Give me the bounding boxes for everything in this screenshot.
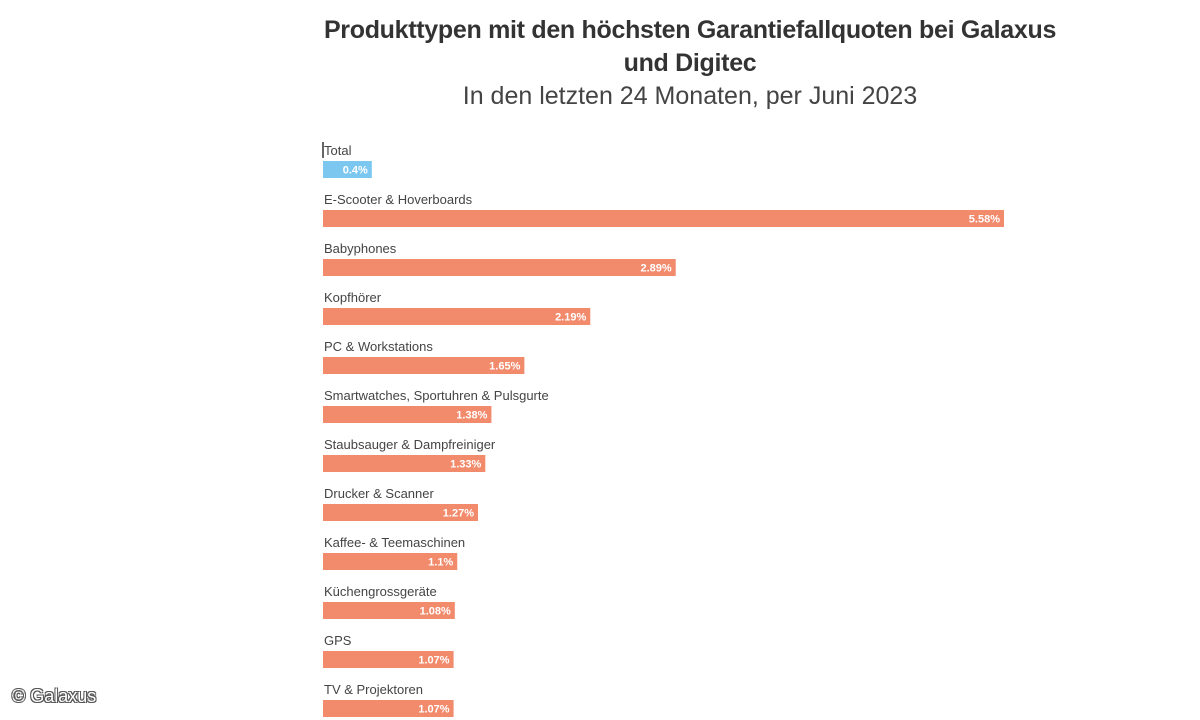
bar xyxy=(323,553,458,570)
category-label: GPS xyxy=(324,633,352,648)
category-label: PC & Workstations xyxy=(324,339,433,354)
value-label: 1.1% xyxy=(428,557,453,569)
category-label: E-Scooter & Hoverboards xyxy=(324,192,473,207)
category-label: Babyphones xyxy=(324,241,397,256)
value-label: 1.33% xyxy=(450,459,481,471)
value-label: 1.38% xyxy=(456,410,487,422)
category-label: Küchengrossgeräte xyxy=(324,584,437,599)
chart-subtitle: In den letzten 24 Monaten, per Juni 2023 xyxy=(462,82,918,110)
chart-header: Produkttypen mit den höchsten Garantiefa… xyxy=(300,14,1080,112)
bar xyxy=(323,210,1004,227)
bar xyxy=(323,455,486,472)
chart-title: Produkttypen mit den höchsten Garantiefa… xyxy=(323,16,1057,77)
copyright-notice: © Galaxus xyxy=(12,686,97,706)
value-label: 1.08% xyxy=(420,606,451,618)
value-label: 5.58% xyxy=(969,214,1000,226)
bar xyxy=(323,602,455,619)
value-label: 0.4% xyxy=(343,165,368,177)
category-label: Staubsauger & Dampfreiniger xyxy=(324,437,496,452)
bar xyxy=(323,651,454,668)
bar xyxy=(323,161,372,178)
value-label: 1.27% xyxy=(443,508,474,520)
category-label: Drucker & Scanner xyxy=(324,486,434,501)
category-label: Total xyxy=(324,143,352,158)
value-label: 1.07% xyxy=(418,655,449,667)
value-label: 1.65% xyxy=(489,361,520,373)
value-label: 2.19% xyxy=(555,312,586,324)
category-label: Kopfhörer xyxy=(324,290,382,305)
category-label: TV & Projektoren xyxy=(324,682,423,697)
value-label: 2.89% xyxy=(641,263,672,275)
bar xyxy=(323,357,525,374)
bar xyxy=(323,406,492,423)
bar xyxy=(323,259,676,276)
category-label: Smartwatches, Sportuhren & Pulsgurte xyxy=(324,388,549,403)
bar xyxy=(323,700,454,717)
category-label: Kaffee- & Teemaschinen xyxy=(324,535,465,550)
value-label: 1.07% xyxy=(418,704,449,716)
bar xyxy=(323,308,591,325)
bar xyxy=(323,504,478,521)
